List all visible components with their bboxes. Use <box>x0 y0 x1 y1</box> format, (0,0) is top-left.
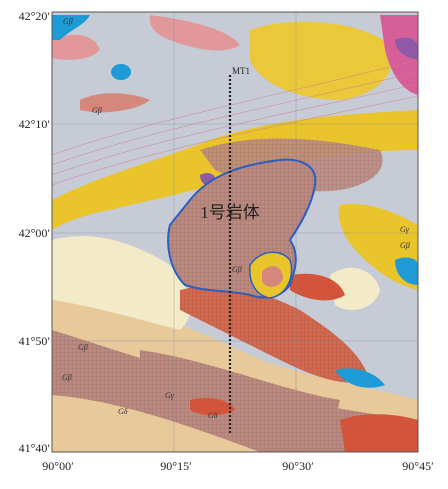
unit-label: Gβ <box>62 373 72 382</box>
unit-label: Gβ <box>63 17 73 26</box>
lon-label: 90°30′ <box>282 459 314 473</box>
map-frame <box>51 11 419 453</box>
unit-label: Gγ <box>165 391 175 400</box>
lat-label: 42°20′ <box>19 9 51 23</box>
unit-label: Gδ <box>208 411 218 420</box>
unit-label: Gδ <box>118 407 128 416</box>
lat-label: 42°00′ <box>19 226 51 240</box>
unit-label: Gβ <box>92 106 102 115</box>
lon-label: 90°45′ <box>402 459 434 473</box>
unit-label: Gγ <box>400 225 410 234</box>
lon-label: 90°15′ <box>160 459 192 473</box>
lon-label: 90°00′ <box>42 459 74 473</box>
unit-label: Gβ <box>78 343 88 352</box>
lat-label: 41°40′ <box>19 441 51 455</box>
body-label: 1号岩体 <box>200 203 260 222</box>
unit-label: Gβ <box>400 241 410 250</box>
unit-label: Gβ <box>232 265 242 274</box>
lat-label: 41°50′ <box>19 334 51 348</box>
map-area <box>52 12 418 452</box>
lat-label: 42°10′ <box>19 117 51 131</box>
profile-label: MT1 <box>232 66 250 76</box>
